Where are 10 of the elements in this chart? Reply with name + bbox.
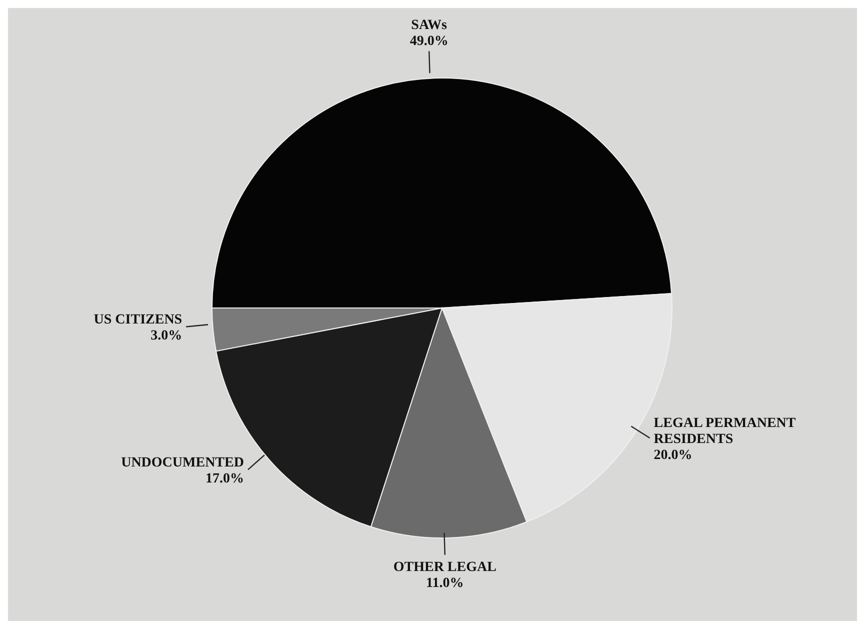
slice-label: UNDOCUMENTED <box>121 456 244 471</box>
data-label: 3.0% <box>150 328 182 344</box>
slice-label: LEGAL PERMANENT RESIDENTS <box>654 416 796 448</box>
slice-label: SAWs <box>411 18 448 34</box>
data-label: 20.0% <box>654 448 692 464</box>
data-label: 11.0% <box>426 576 464 591</box>
slice-label: OTHER LEGAL <box>393 560 496 575</box>
data-label: 49.0% <box>410 34 448 50</box>
data-label: 17.0% <box>205 472 244 487</box>
slice-label: US CITIZENS <box>94 312 182 328</box>
